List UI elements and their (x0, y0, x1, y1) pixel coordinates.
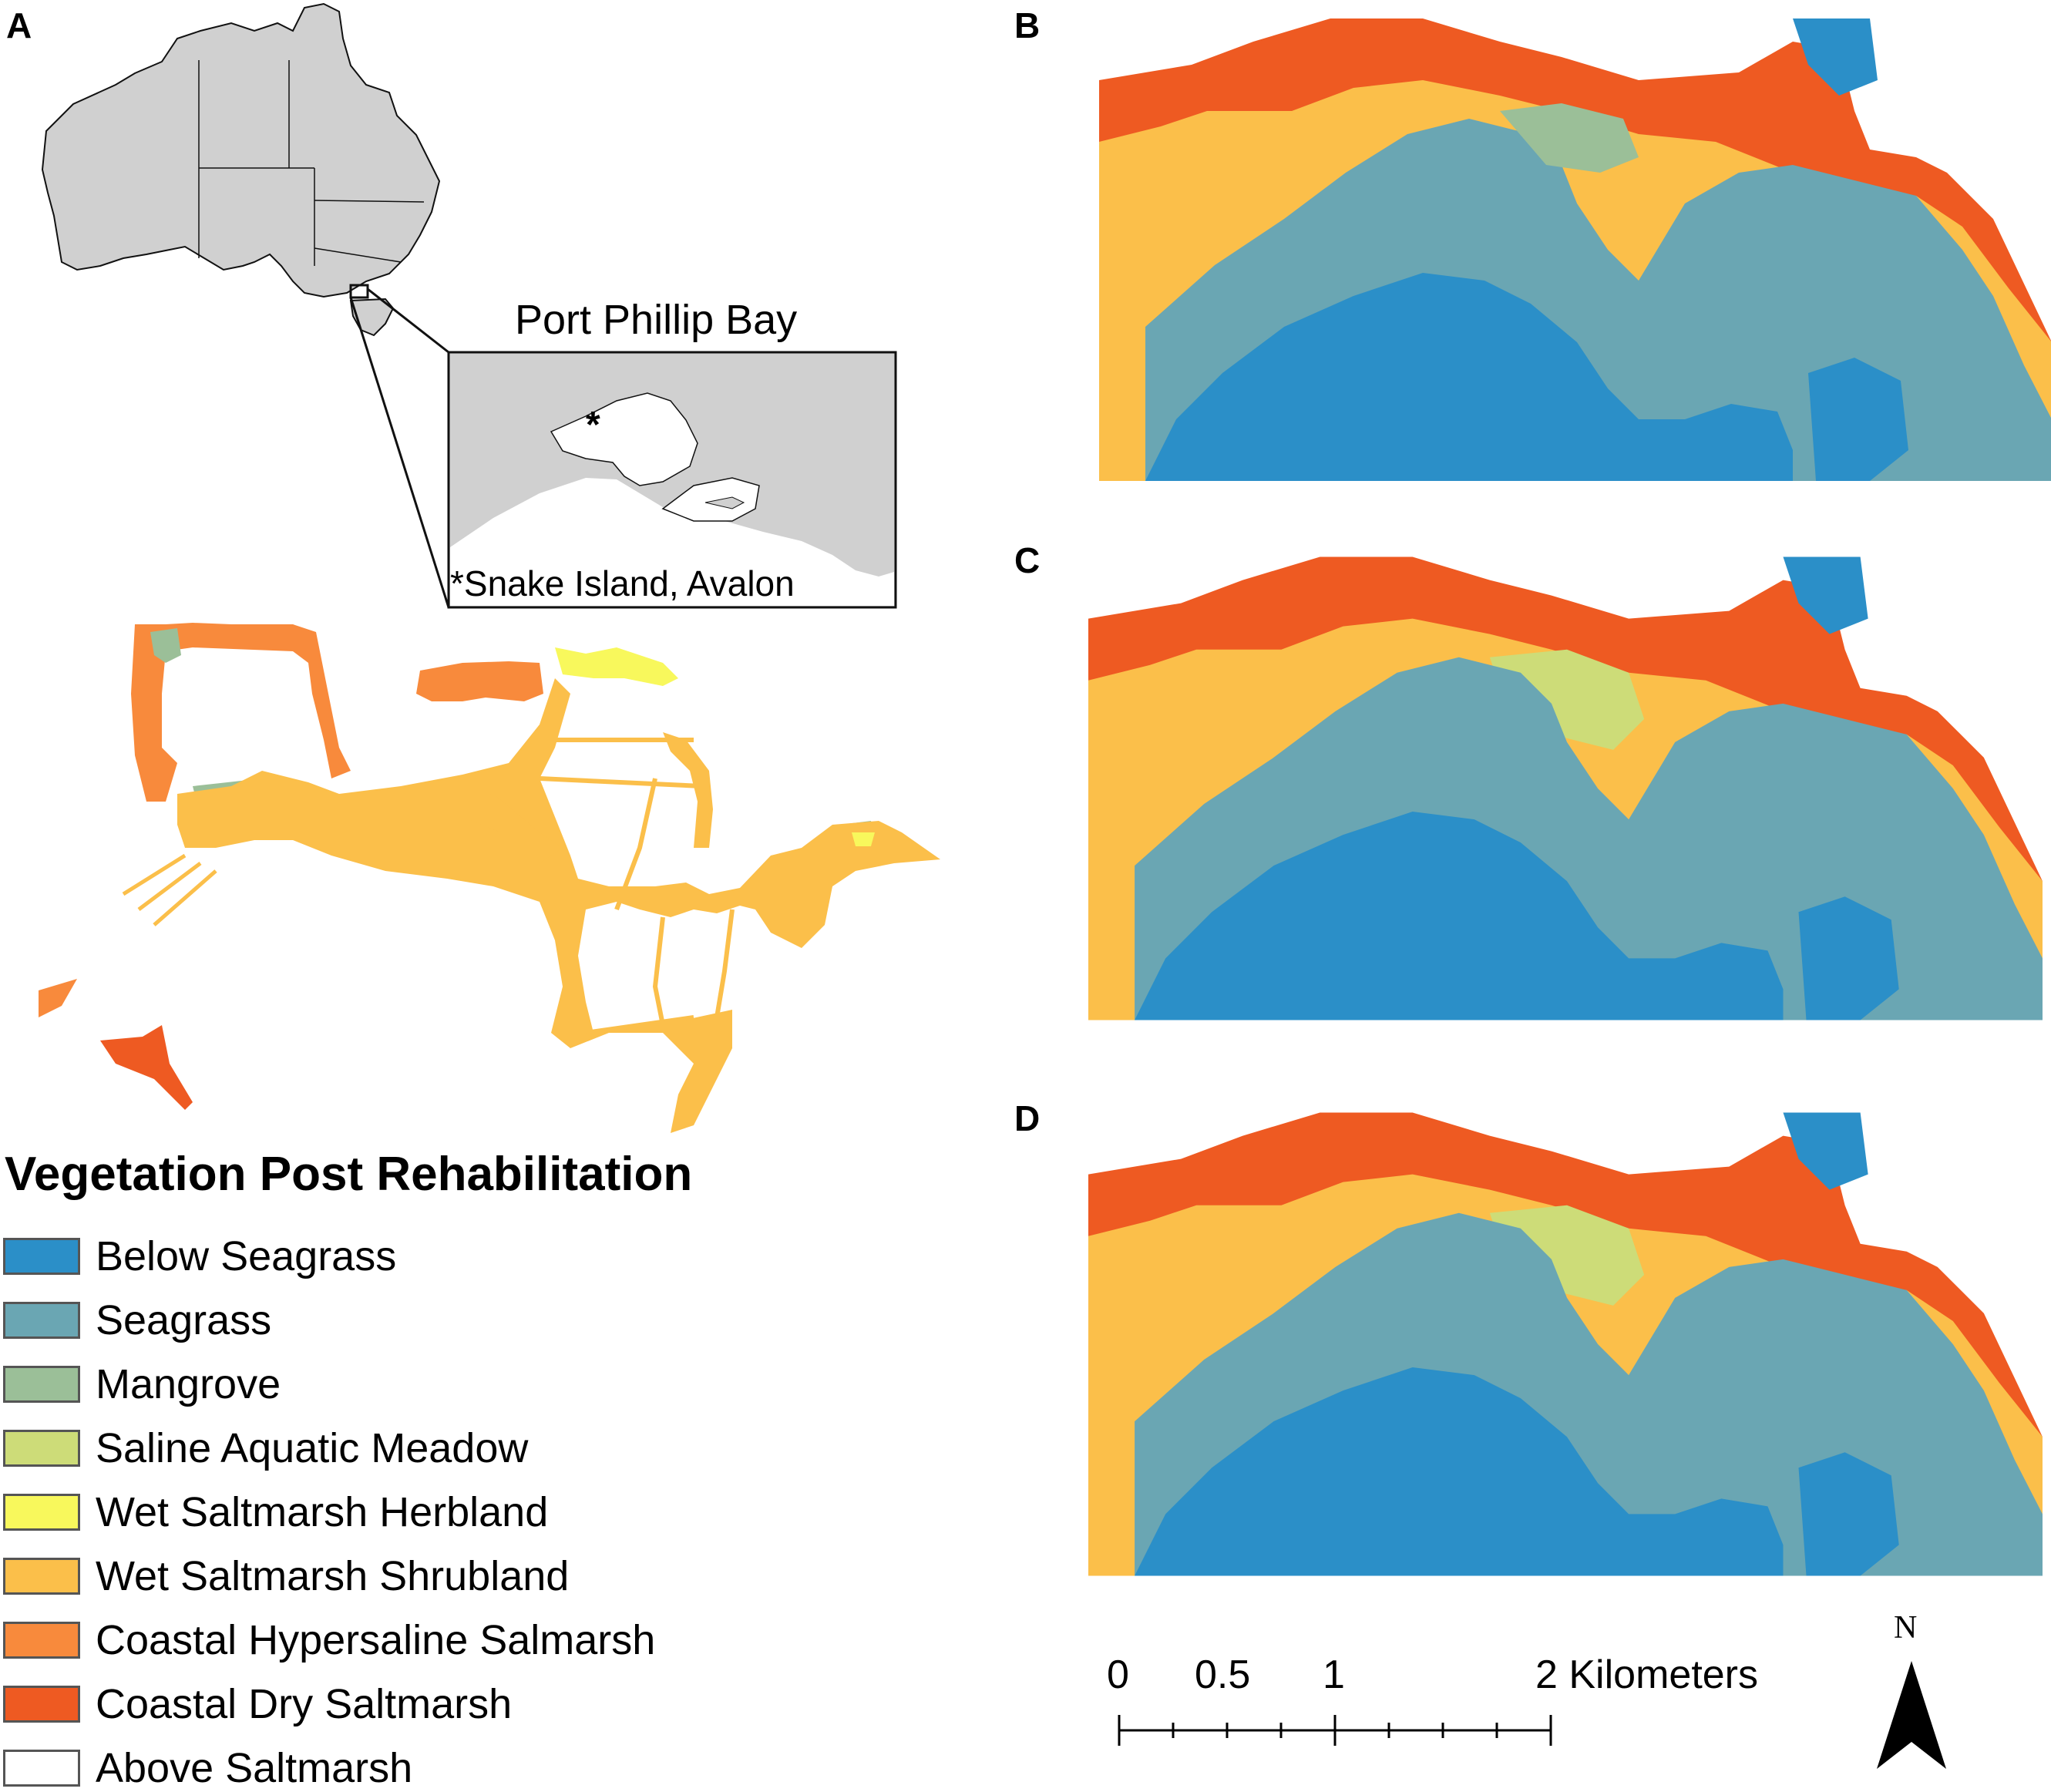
legend-label: Wet Saltmarsh Shrubland (96, 1553, 570, 1599)
legend-swatch (3, 1430, 80, 1467)
herbland-zone (555, 647, 875, 846)
australia-locator-map (41, 2, 897, 609)
below-seagrass-zone-c (1135, 812, 1784, 1020)
north-arrow-icon (1877, 1661, 1946, 1769)
legend-label: Coastal Dry Saltmarsh (96, 1681, 513, 1727)
phillip-island (704, 496, 745, 509)
below-seagrass-zone-d (1135, 1367, 1784, 1576)
panel-label-a: A (6, 5, 32, 45)
below-seagrass-east-c (1798, 896, 1899, 1020)
scale-label-1: 1 (1323, 1652, 1345, 1697)
inset-title: Port Phillip Bay (515, 297, 798, 343)
legend-item: Wet Saltmarsh Shrubland (3, 1553, 570, 1599)
legend-swatch (3, 1302, 80, 1339)
legend-swatch (3, 1238, 80, 1275)
legend-label: Seagrass (96, 1297, 272, 1343)
scale-label-0: 0 (1107, 1652, 1129, 1697)
mangrove-zone-b (1500, 103, 1639, 173)
legend-item: Saline Aquatic Meadow (3, 1425, 529, 1471)
legend-label: Wet Saltmarsh Herbland (96, 1489, 549, 1535)
below-seagrass-east-d (1798, 1452, 1899, 1576)
legend-swatch (3, 1622, 80, 1659)
legend-item: Seagrass (3, 1297, 272, 1343)
shrubland-zone (122, 678, 940, 1133)
meadow-zone-d (1489, 1205, 1645, 1306)
legend-item: Above Saltmarsh (3, 1745, 413, 1791)
port-phillip-bay (550, 392, 698, 486)
panel-label-b: B (1014, 5, 1041, 45)
below-seagrass-north-c (1783, 556, 1868, 634)
legend-item: Below Seagrass (3, 1233, 397, 1279)
panel-label-d: D (1014, 1098, 1041, 1138)
legend-item: Coastal Hypersaline Salmarsh (3, 1617, 656, 1663)
tasmania (349, 298, 395, 337)
legend-swatch (3, 1366, 80, 1403)
legend-swatch (3, 1558, 80, 1595)
scenario-map-d (1088, 1112, 2043, 1576)
inset-connector-lines (349, 284, 450, 608)
legend-swatch (3, 1750, 80, 1787)
port-phillip-inset (447, 351, 897, 609)
legend-item: Wet Saltmarsh Herbland (3, 1489, 549, 1535)
legend-swatch (3, 1494, 80, 1531)
below-seagrass-north-d (1783, 1112, 1868, 1190)
scenario-map-b (1099, 18, 2051, 481)
dry-saltmarsh-zone (100, 1025, 193, 1110)
western-port (661, 477, 760, 522)
legend-item: Mangrove (3, 1361, 281, 1407)
legend-label: Saline Aquatic Meadow (96, 1425, 529, 1471)
scale-label-2: 2 Kilometers (1535, 1652, 1758, 1697)
panel-label-c: C (1014, 540, 1041, 580)
legend-item: Coastal Dry Saltmarsh (3, 1681, 513, 1727)
below-seagrass-north-b (1793, 18, 1878, 96)
scale-bar (1118, 1715, 1552, 1746)
southern-ocean (450, 478, 894, 606)
rehabilitation-vegetation-map (39, 623, 940, 1133)
australia-mainland (41, 2, 441, 298)
below-seagrass-east-b (1808, 358, 1908, 481)
legend-swatch (3, 1686, 80, 1723)
site-note: *Snake Island, Avalon (450, 563, 795, 603)
legend-label: Coastal Hypersaline Salmarsh (96, 1617, 656, 1663)
state-borders (198, 60, 425, 266)
legend-label: Above Saltmarsh (96, 1745, 413, 1791)
site-marker: * (586, 405, 600, 445)
scale-label-0.5: 0.5 (1195, 1652, 1251, 1697)
below-seagrass-zone-b (1145, 273, 1793, 481)
legend-title: Vegetation Post Rehabilitation (5, 1148, 693, 1201)
legend-label: Below Seagrass (96, 1233, 397, 1279)
scenario-map-c (1088, 556, 2043, 1020)
meadow-zone-c (1489, 649, 1645, 750)
north-arrow-label: N (1894, 1610, 1918, 1646)
legend-label: Mangrove (96, 1361, 281, 1407)
